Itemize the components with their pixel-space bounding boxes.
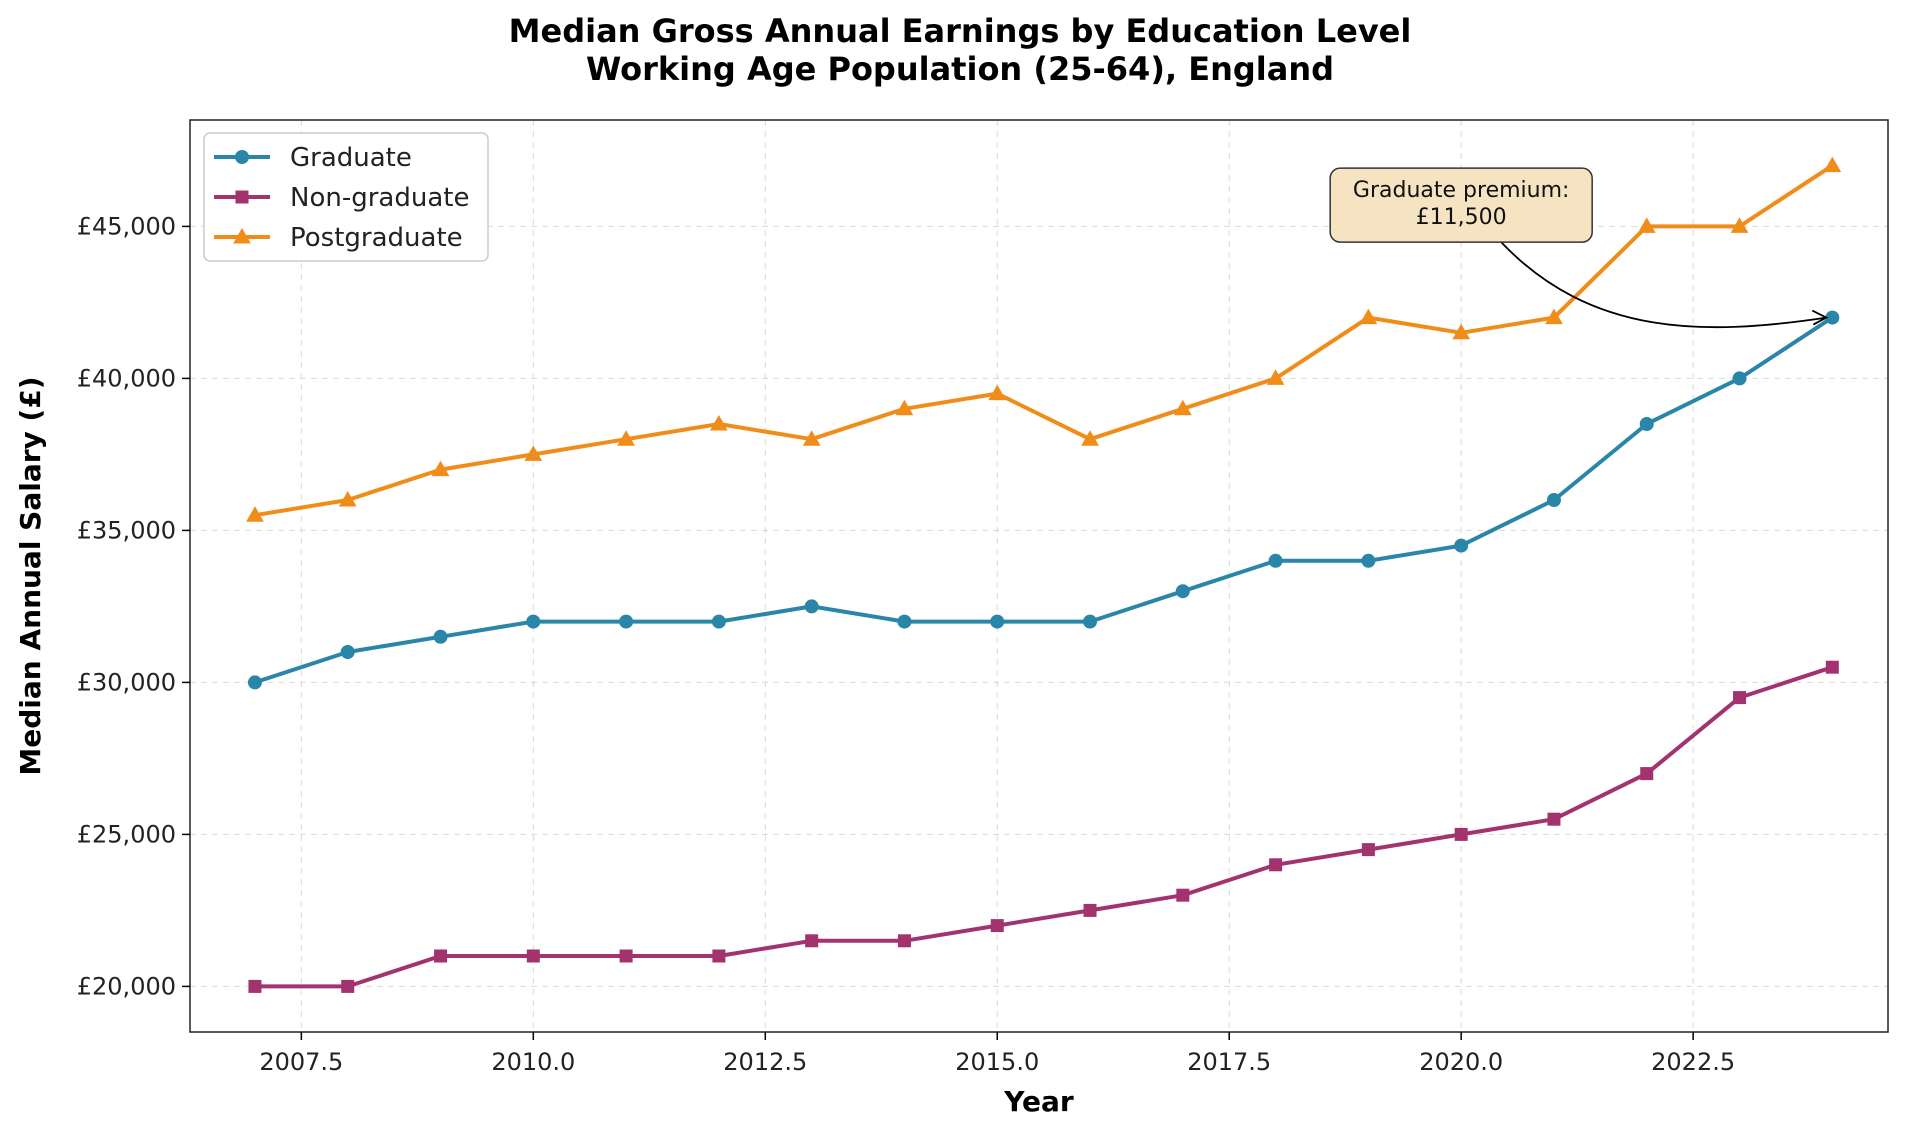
x-tick-label: 2020.0 xyxy=(1419,1048,1503,1076)
annotation-arrow xyxy=(1500,241,1827,329)
data-point xyxy=(1452,323,1471,340)
data-point xyxy=(1268,553,1283,568)
data-point xyxy=(341,979,355,993)
x-axis-label: Year xyxy=(1003,1085,1074,1118)
data-point xyxy=(1823,156,1842,173)
legend-label: Graduate xyxy=(290,143,412,173)
tick-layer: 2007.5 2010.0 2012.5 2015.0 2017.5 2020.0 2022… xyxy=(77,212,1735,1076)
data-point xyxy=(1732,371,1747,386)
data-point xyxy=(340,645,355,659)
x-tick-label: 2022.5 xyxy=(1651,1048,1735,1076)
data-point xyxy=(526,614,541,629)
data-point xyxy=(1454,538,1469,553)
data-point xyxy=(988,384,1007,401)
data-point xyxy=(1175,584,1190,599)
y-axis-label: Median Annual Salary (£) xyxy=(14,376,47,775)
data-point xyxy=(1730,217,1749,233)
data-point xyxy=(248,979,262,993)
y-tick-label: £30,000 xyxy=(77,668,176,696)
data-point xyxy=(619,949,633,963)
data-point xyxy=(1359,308,1378,325)
data-point xyxy=(805,934,819,948)
annotation-line1: Graduate premium: xyxy=(1353,178,1570,203)
data-point xyxy=(1083,903,1097,917)
y-tick-label: £35,000 xyxy=(77,516,176,544)
chart-title-line2: Working Age Population (25-64), England xyxy=(586,50,1334,88)
data-point xyxy=(1083,614,1098,629)
data-point xyxy=(897,614,912,629)
data-point xyxy=(1173,399,1192,416)
series-postgraduate xyxy=(246,156,1842,522)
series-layer xyxy=(246,156,1842,993)
data-point xyxy=(434,949,448,963)
data-point xyxy=(1454,827,1468,841)
data-point xyxy=(338,490,357,507)
data-point xyxy=(1266,369,1285,385)
data-point xyxy=(1176,888,1190,902)
data-point xyxy=(1361,553,1376,568)
data-point xyxy=(712,949,726,963)
y-tick-label: £20,000 xyxy=(77,972,176,1000)
series-non-graduate xyxy=(248,660,1839,993)
y-tick-label: £45,000 xyxy=(77,212,176,240)
annotation-layer: Graduate premium:£11,500 xyxy=(1329,167,1829,329)
y-tick-label: £40,000 xyxy=(77,364,176,392)
legend-swatch-marker xyxy=(235,150,249,164)
legend-label: Postgraduate xyxy=(290,223,463,253)
legend-swatch-marker xyxy=(233,227,251,244)
data-point xyxy=(1733,691,1747,705)
data-point xyxy=(1546,493,1561,507)
annotation-arrowhead xyxy=(1811,309,1829,326)
data-point xyxy=(711,614,726,629)
data-point xyxy=(1081,430,1099,446)
grid-layer xyxy=(190,120,1888,1032)
data-point xyxy=(617,430,635,446)
data-point xyxy=(1545,308,1563,325)
legend-swatch-marker xyxy=(235,190,249,204)
series-line xyxy=(252,163,1835,518)
data-point xyxy=(526,949,540,963)
x-tick-label: 2012.5 xyxy=(723,1048,807,1076)
x-tick-label: 2015.0 xyxy=(955,1048,1039,1076)
series-line xyxy=(252,315,1835,685)
data-point xyxy=(1825,660,1839,674)
data-point xyxy=(804,599,819,614)
annotation-box xyxy=(1329,167,1593,243)
series-line xyxy=(252,665,1835,989)
legend-layer: Graduate Non-graduate Postgraduate xyxy=(203,132,489,262)
data-point xyxy=(247,675,262,690)
chart-title-line1: Median Gross Annual Earnings by Educatio… xyxy=(509,12,1412,50)
data-point xyxy=(1269,858,1283,872)
data-point xyxy=(246,506,264,522)
data-point xyxy=(433,629,448,644)
data-point xyxy=(990,614,1005,629)
data-point xyxy=(897,934,911,948)
data-point xyxy=(802,430,821,446)
plot-frame xyxy=(189,119,1889,1033)
x-tick-label: 2010.0 xyxy=(491,1048,575,1076)
legend-label: Non-graduate xyxy=(290,183,469,213)
data-point xyxy=(1361,843,1375,857)
data-point xyxy=(431,460,450,477)
data-point xyxy=(619,614,634,629)
data-point xyxy=(1637,217,1656,233)
data-point xyxy=(1547,812,1561,826)
x-tick-label: 2007.5 xyxy=(259,1048,343,1076)
data-point xyxy=(524,445,543,461)
plot-area xyxy=(190,120,1888,1032)
legend-box xyxy=(203,132,489,262)
data-point xyxy=(990,919,1004,933)
data-point xyxy=(895,399,914,416)
annotation-line2: £11,500 xyxy=(1416,205,1507,230)
axes-layer xyxy=(189,119,1889,1033)
x-tick-label: 2017.5 xyxy=(1187,1048,1271,1076)
data-point xyxy=(710,414,728,431)
data-point xyxy=(1640,767,1654,781)
data-point xyxy=(1639,417,1654,431)
y-tick-label: £25,000 xyxy=(77,820,176,848)
series-graduate xyxy=(247,310,1840,690)
